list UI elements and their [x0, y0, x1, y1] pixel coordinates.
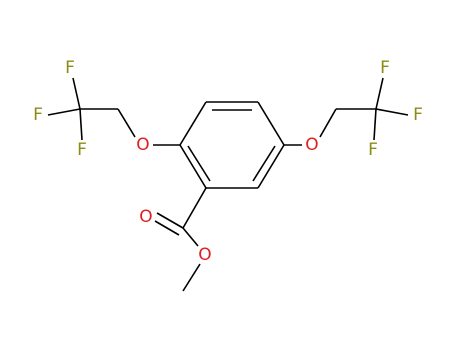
atom-label: F: [65, 58, 75, 78]
bonds: [47, 77, 409, 292]
atom-label: F: [413, 105, 423, 125]
atom-label: F: [77, 140, 87, 160]
atom-label: F: [368, 140, 378, 160]
atom-label: F: [380, 58, 390, 78]
atom-label: F: [33, 105, 43, 125]
atom-label: O: [305, 135, 318, 155]
atom-labels: F F F O F F F O O O: [33, 58, 423, 265]
atom-label: O: [136, 135, 149, 155]
atom-label: O: [198, 245, 211, 265]
atom-label: O: [139, 207, 152, 227]
